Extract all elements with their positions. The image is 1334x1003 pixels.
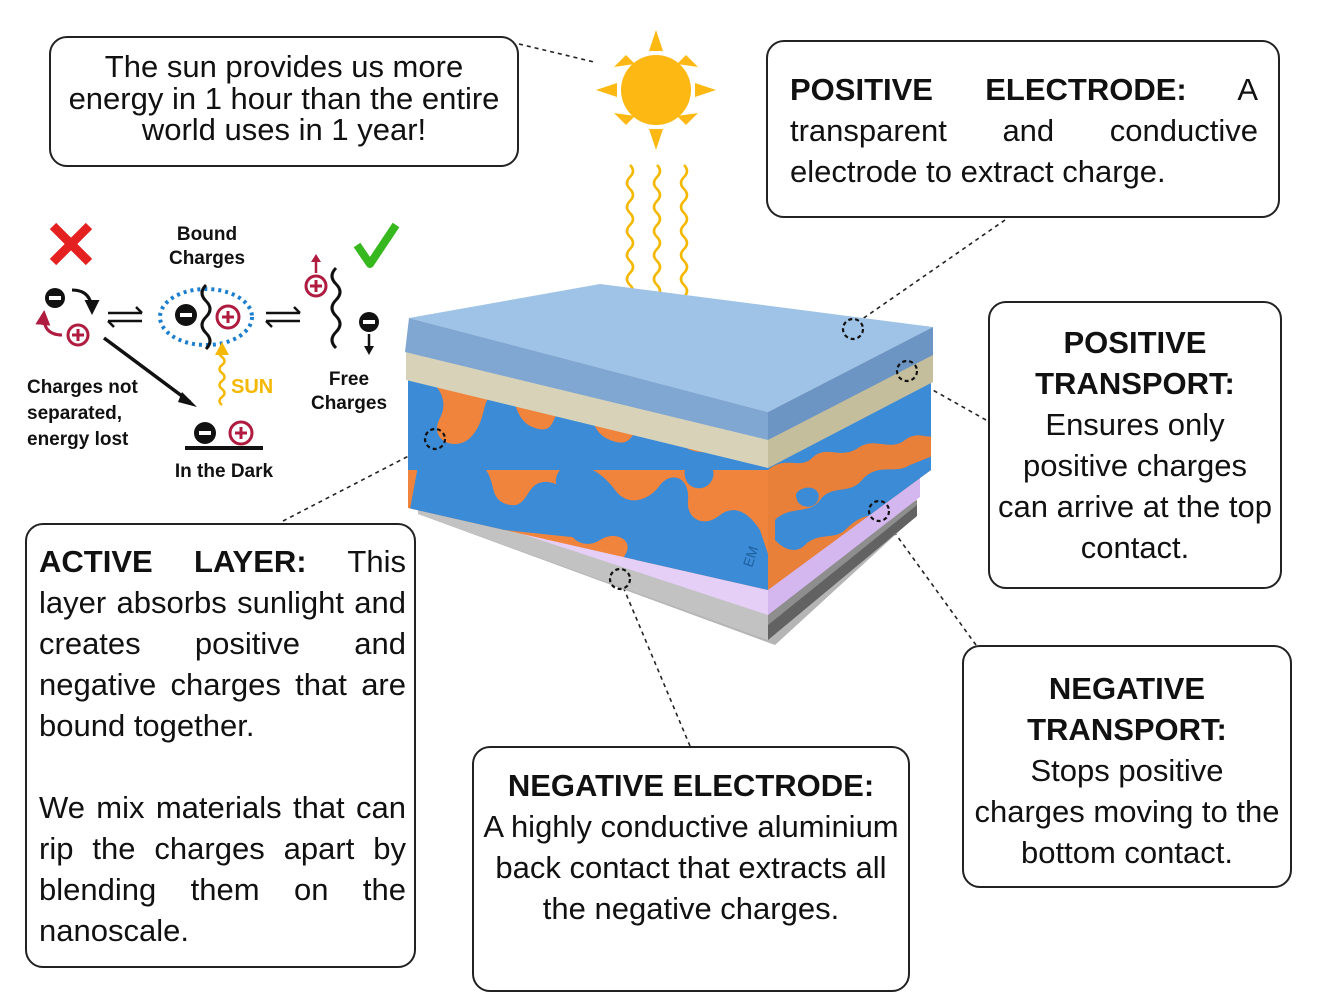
positive-electrode-title: POSITIVE ELECTRODE: [790,72,1187,107]
negative-electrode-box: NEGATIVE ELECTRODE: A highly conductive … [472,746,910,992]
lost-label-2: separated, [27,403,122,424]
callout-markers [423,317,919,591]
free-label-2: Charges [311,393,387,414]
lost-label-3: energy lost [27,429,129,450]
sun-icon [596,30,716,150]
charge-mechanism: Bound Charges Free Charges Charges not s… [27,222,400,482]
positive-transport-title-1: POSITIVE [1063,325,1207,360]
positive-transport-layer [406,350,768,468]
active-layer-text: This layer absorbs sunlight and creates … [39,544,406,743]
negative-transport-text: Stops positive charges moving to the bot… [974,753,1280,870]
watermark: EM [740,544,762,569]
positive-transport-title-2: TRANSPORT: [1035,366,1235,401]
active-layer-title: ACTIVE LAYER: [39,544,307,579]
bound-label-2: Charges [169,248,245,269]
negative-transport-box: NEGATIVE TRANSPORT: Stops positive charg… [962,645,1292,888]
sun-arrow [215,342,229,406]
sun-label: SUN [231,376,273,398]
positive-electrode-text: A transparent and conductive electrode t… [790,72,1258,189]
solar-cell-stack: EM [405,284,933,645]
positive-transport-text: Ensures only positive charges can arrive… [998,407,1272,565]
free-label-1: Free [329,369,369,390]
positive-transport-box: POSITIVE TRANSPORT: Ensures only positiv… [988,301,1282,589]
lost-label-1: Charges not [27,377,139,398]
sun-fact-box: The sun provides us more energy in 1 hou… [49,36,519,167]
free-charges [304,254,379,355]
negative-transport-title-1: NEGATIVE [1048,671,1206,706]
dark-label: In the Dark [175,461,274,482]
positive-electrode-box: POSITIVE ELECTRODE: A transparent and co… [766,40,1280,218]
dark-pair [185,420,263,450]
cross-icon [49,222,93,266]
recombining-pair [35,288,100,347]
active-layer-text-2: We mix materials that can rip the charge… [39,790,406,948]
bound-charges [158,283,254,351]
negative-transport-title-2: TRANSPORT: [1027,712,1227,747]
bound-label-1: Bound [177,224,237,245]
negative-electrode-title: NEGATIVE ELECTRODE: [507,768,875,803]
sun-fact-text: The sun provides us more energy in 1 hou… [68,49,500,147]
check-icon [353,222,400,268]
transparent-electrode-layer [409,284,933,412]
negative-electrode-text: A highly conductive aluminium back conta… [483,809,899,926]
active-layer-box: ACTIVE LAYER: This layer absorbs sunligh… [25,523,416,968]
